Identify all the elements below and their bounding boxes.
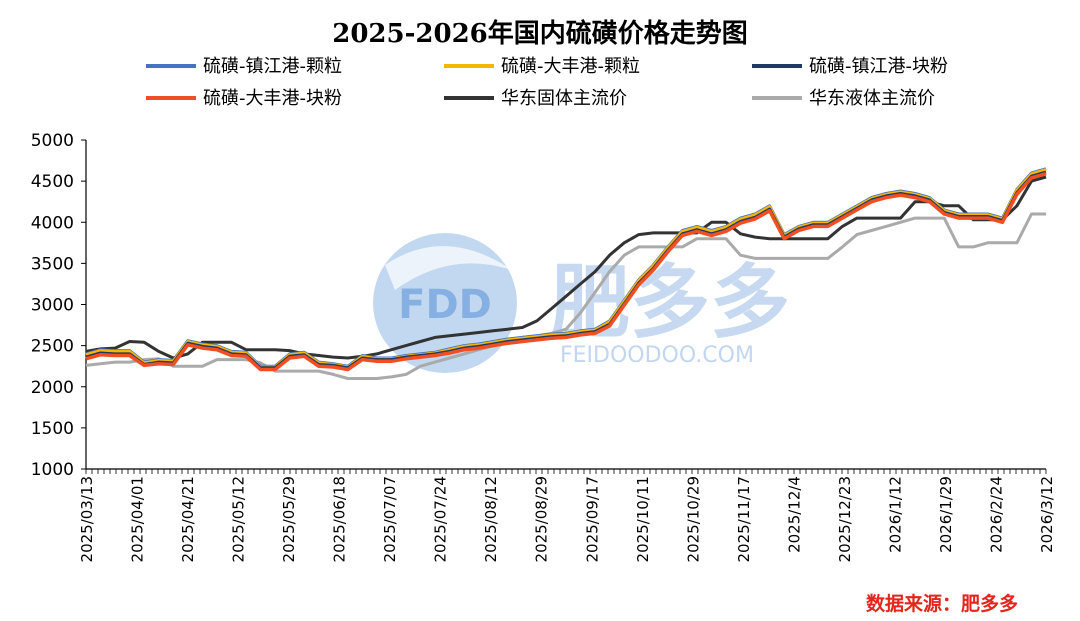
x-tick-label: 2025/10/11 [634,476,652,562]
source-label: 数据来源：肥多多 [866,592,1018,615]
x-tick-label: 2026/3/12 [1038,476,1056,553]
watermark: FDD 肥多多 FEIDOODOO.COM [373,233,790,373]
x-tick-label: 2025/11/17 [735,476,753,562]
x-tick-label: 2025/03/13 [78,476,96,562]
x-tick-label: 2025/05/29 [280,476,298,562]
watermark-logo-icon [373,233,517,373]
chart-title: 2025-2026年国内硫磺价格走势图 [332,18,748,49]
legend-label: 硫磺-镇江港-颗粒 [203,56,342,77]
x-tick-label: 2025/08/29 [533,476,551,562]
series-line [85,168,1047,369]
x-tick-label: 2025/07/24 [432,476,450,562]
x-tick-label: 2026/2/24 [987,476,1005,553]
watermark-url: FEIDOODOO.COM [560,343,754,368]
legend-label: 华东液体主流价 [809,88,935,109]
legend-label: 硫磺-大丰港-颗粒 [501,56,640,77]
watermark-abbr: FDD [398,282,492,328]
x-tick-label: 2025/06/18 [331,476,349,562]
legend-label: 华东固体主流价 [501,88,627,109]
y-tick-label: 4500 [31,172,74,192]
series-line [85,212,1046,380]
y-tick-label: 3500 [31,254,74,274]
y-tick-label: 3000 [31,296,74,316]
y-tick-label: 4000 [31,213,74,233]
legend-label: 硫磺-镇江港-块粉 [809,56,948,77]
x-tick-label: 2025/10/29 [684,476,702,562]
series-lines [85,167,1047,380]
x-tick-label: 2025/12/23 [836,476,854,562]
y-tick-label: 2500 [31,337,74,357]
x-tick-label: 2025/08/12 [482,476,500,562]
series-line [85,172,1047,372]
x-tick-label: 2025/09/17 [583,476,601,562]
x-tick-label: 2025/12/4 [785,476,803,553]
x-tick-label: 2025/04/01 [129,476,147,562]
y-tick-label: 1500 [31,419,74,439]
x-tick-label: 2026/1/29 [937,476,955,553]
series-line [85,175,1047,360]
axes: 1000 1500 2000 2500 3000 3500 4000 4500 5000 2025… [31,131,1056,562]
x-tick-label: 2026/1/12 [886,476,904,553]
y-tick-label: 1000 [31,460,74,480]
y-tick-label: 2000 [31,378,74,398]
x-tick-label: 2025/07/07 [381,476,399,562]
x-tick-label: 2025/05/12 [230,476,248,562]
legend-label: 硫磺-大丰港-块粉 [203,88,342,109]
y-tick-label: 5000 [31,131,74,151]
x-tick-label: 2025/04/21 [179,476,197,562]
